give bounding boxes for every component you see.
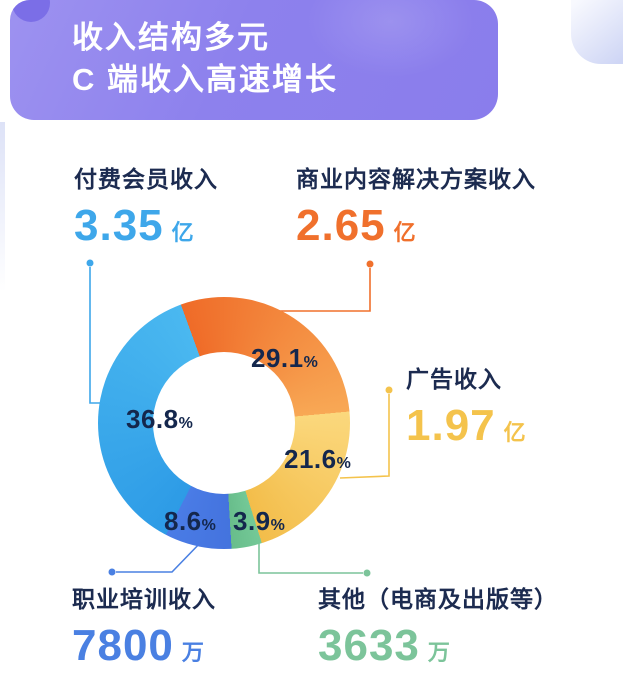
stat-unit: 亿	[171, 219, 194, 245]
corner-decoration	[571, 0, 623, 64]
stat-label: 付费会员收入	[74, 166, 218, 192]
leader-dot-commercial-content	[366, 260, 374, 268]
stat-group-commercial-content: 商业内容解决方案收入 2.65 亿	[296, 166, 536, 248]
percent-label-others: 3.9%	[233, 508, 285, 534]
leader-line-commercial-content	[278, 268, 371, 312]
stat-label: 广告收入	[406, 366, 502, 392]
percent-sign: %	[336, 455, 352, 472]
stat-group-vocational-training: 职业培训收入 7800 万	[72, 586, 216, 668]
percent-label-paid-membership: 36.8%	[126, 406, 193, 432]
stat-unit: 亿	[393, 219, 416, 245]
leader-line-others	[258, 543, 363, 574]
leader-dot-vocational-training	[108, 568, 116, 576]
page-title: 收入结构多元 C 端收入高速增长	[72, 17, 338, 101]
percent-value: 21.6	[284, 444, 337, 474]
percent-value: 3.9	[233, 506, 271, 536]
stat-unit: 万	[181, 639, 204, 665]
stat-number: 1.97	[406, 400, 496, 450]
percent-label-commercial-content: 29.1%	[251, 345, 318, 371]
stat-number: 7800	[72, 620, 174, 670]
percent-value: 8.6	[164, 506, 202, 536]
stat-group-others: 其他（电商及出版等） 3633 万	[318, 586, 558, 668]
leader-dot-advertising	[385, 386, 393, 394]
donut-chart	[98, 297, 350, 549]
banner-circle-decoration	[12, 0, 50, 22]
title-banner: 收入结构多元 C 端收入高速增长	[10, 0, 498, 120]
percent-sign: %	[178, 415, 194, 432]
percent-label-vocational-training: 8.6%	[164, 508, 216, 534]
stat-value: 3.35 亿	[74, 200, 218, 250]
stat-group-paid-membership: 付费会员收入 3.35 亿	[74, 166, 218, 248]
percent-sign: %	[270, 517, 286, 534]
percent-label-advertising: 21.6%	[284, 446, 351, 472]
page-title-line1: 收入结构多元	[72, 20, 270, 55]
leader-dot-others	[363, 569, 371, 577]
percent-value: 29.1	[251, 343, 304, 373]
stat-value: 1.97 亿	[406, 400, 526, 450]
stat-value: 2.65 亿	[296, 200, 536, 250]
stat-unit: 亿	[503, 419, 526, 445]
leader-line-paid-membership	[89, 267, 102, 404]
stat-group-advertising: 广告收入 1.97 亿	[406, 366, 526, 448]
leader-line-vocational-training	[116, 539, 204, 573]
donut-hole	[153, 352, 295, 494]
stat-number: 3.35	[74, 200, 164, 250]
background-card-edge	[0, 122, 5, 292]
stat-value: 7800 万	[72, 620, 216, 670]
stat-unit: 万	[427, 639, 450, 665]
page-title-line2: C 端收入高速增长	[72, 62, 338, 97]
leader-dot-paid-membership	[86, 259, 94, 267]
stat-label: 职业培训收入	[72, 586, 216, 612]
stat-value: 3633 万	[318, 620, 558, 670]
stat-number: 3633	[318, 620, 420, 670]
stat-number: 2.65	[296, 200, 386, 250]
stat-label: 其他（电商及出版等）	[318, 586, 558, 612]
percent-sign: %	[201, 517, 217, 534]
percent-value: 36.8	[126, 404, 179, 434]
percent-sign: %	[303, 354, 319, 371]
stat-label: 商业内容解决方案收入	[296, 166, 536, 192]
